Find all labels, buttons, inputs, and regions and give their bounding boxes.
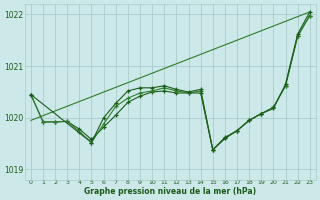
X-axis label: Graphe pression niveau de la mer (hPa): Graphe pression niveau de la mer (hPa) xyxy=(84,187,256,196)
